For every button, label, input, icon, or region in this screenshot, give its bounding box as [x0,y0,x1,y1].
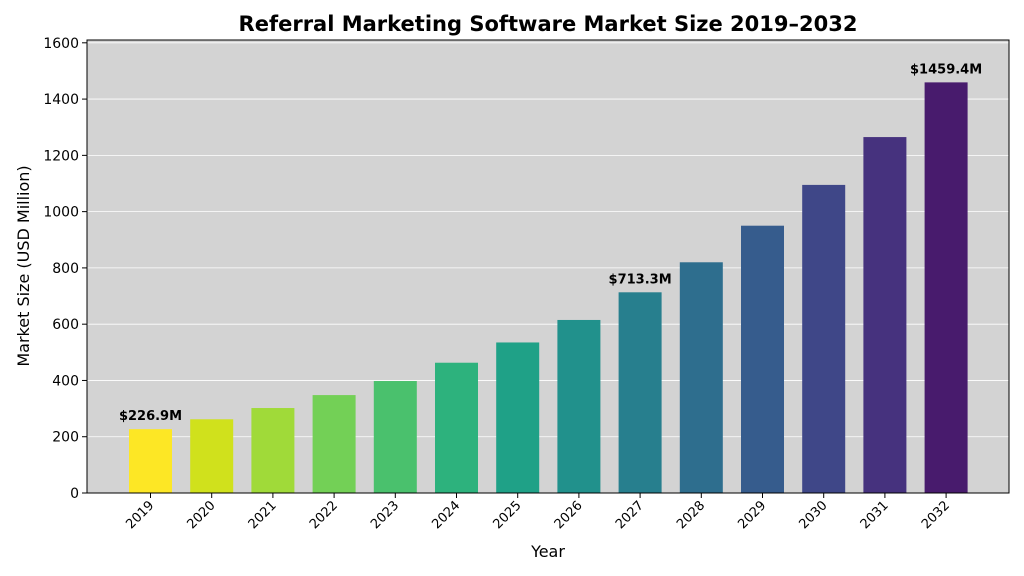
y-tick-label: 1200 [43,148,79,164]
bar-2021 [251,408,295,493]
x-tick-label-2020: 2020 [185,498,219,532]
x-tick-label-2025: 2025 [491,498,525,532]
y-axis-label: Market Size (USD Million) [14,165,33,366]
y-tick-label: 1000 [43,205,79,221]
y-axis: 0 200 400 600 800 1000 1200 1400 1600 [43,36,87,502]
x-tick-label-2028: 2028 [674,498,708,532]
x-tick-label-2027: 2027 [613,498,647,532]
x-tick-label-2019: 2019 [123,498,157,532]
bar-2030 [802,184,846,493]
y-tick-label: 200 [52,430,79,446]
x-tick-label-2023: 2023 [368,498,402,532]
x-tick-label-2024: 2024 [429,498,463,532]
x-tick-label-2029: 2029 [735,498,769,532]
bar-2026 [557,319,601,493]
bar-2025 [496,342,540,493]
bar-2029 [741,225,784,494]
data-label-2019: $226.9M [119,409,182,424]
x-tick-label-2022: 2022 [307,498,341,532]
x-tick-label-2026: 2026 [552,498,586,532]
y-tick-label: 800 [52,261,79,277]
bar-2031 [863,137,907,494]
x-tick-label-2031: 2031 [858,498,892,532]
chart-title: Referral Marketing Software Market Size … [239,12,858,36]
plot-frame [86,39,1010,494]
plot-area [86,39,1010,494]
bar-2028 [679,262,723,493]
y-tick-label: 1400 [43,92,79,108]
y-tick-label: 600 [52,317,79,333]
bars-group [129,82,968,494]
bar-2020 [190,419,234,493]
data-label-2027: $713.3M [609,272,672,287]
x-tick-label-2021: 2021 [246,498,280,532]
data-label-2032: $1459.4M [910,62,982,77]
bar-2024 [435,362,478,493]
grid-lines [87,42,1009,438]
x-axis-label: Year [530,542,565,561]
y-tick-label: 400 [52,373,79,389]
x-tick-label-2032: 2032 [919,498,953,532]
bar-2019 [129,429,172,493]
data-labels: $226.9M $713.3M $1459.4M [119,62,982,424]
bar-2022 [312,395,356,493]
x-axis: 2019 2020 2021 2022 2023 2024 2025 2026 2027 2028… [123,493,953,532]
y-tick-label: 0 [70,486,79,502]
bar-2032 [924,82,968,494]
bar-2027 [618,292,662,493]
y-tick-label: 1600 [43,36,79,52]
bar-2023 [373,381,417,493]
x-tick-label-2030: 2030 [797,498,831,532]
